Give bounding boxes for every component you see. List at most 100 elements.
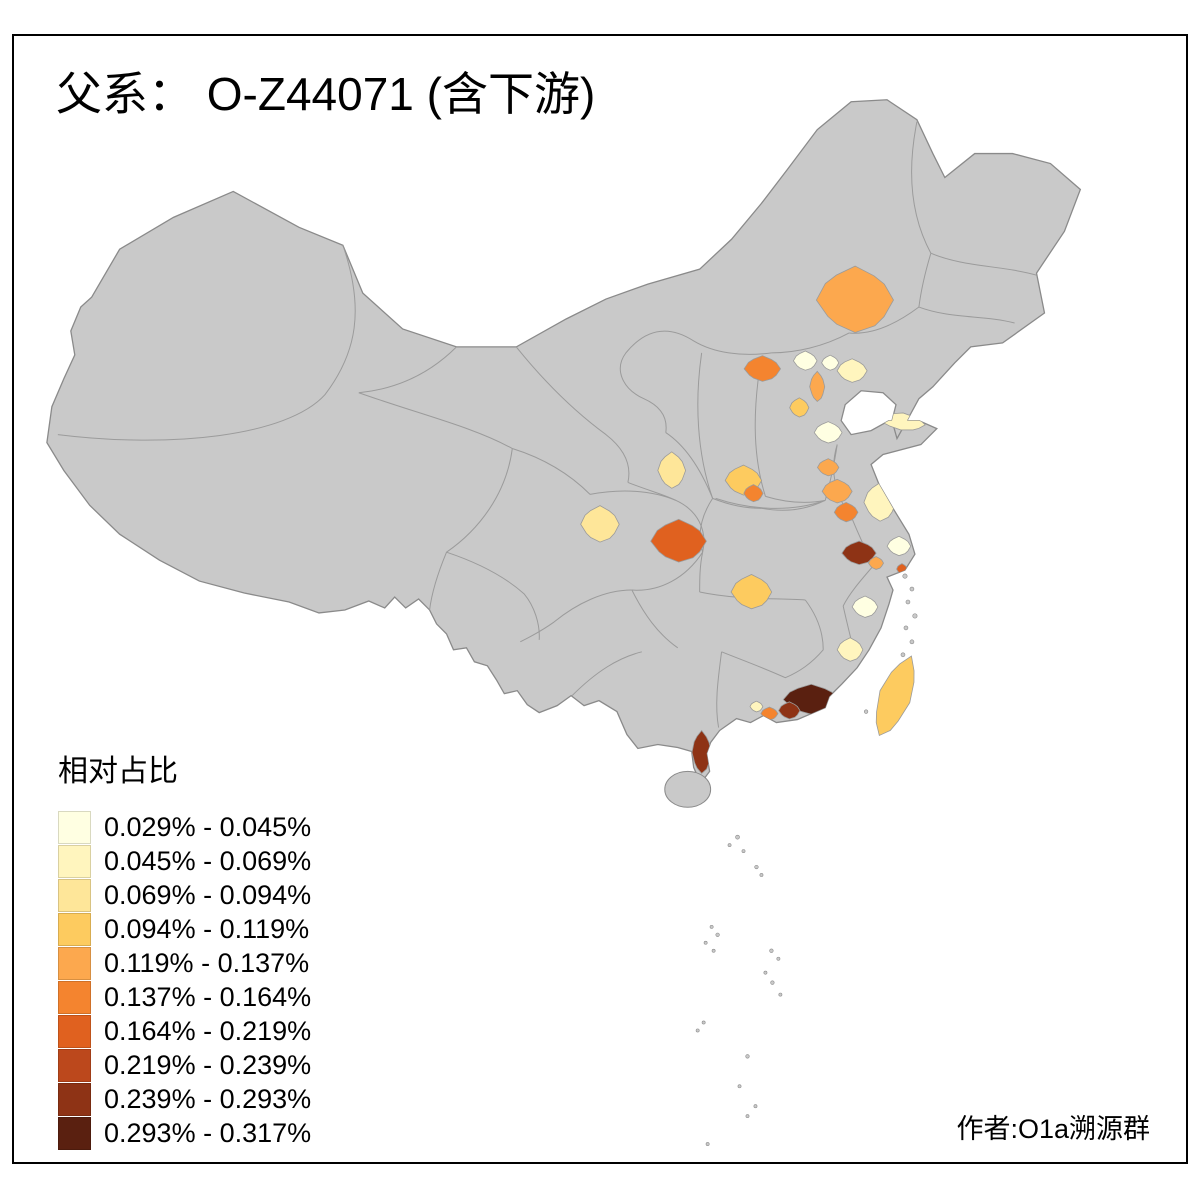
province-border xyxy=(358,392,513,449)
legend-item: 0.239% - 0.293% xyxy=(58,1082,311,1116)
map-region-r13 xyxy=(816,458,840,477)
legend-swatch xyxy=(58,810,91,844)
legend-range-label: 0.094% - 0.119% xyxy=(104,913,310,944)
map-region-r14 xyxy=(821,478,853,504)
province-border xyxy=(57,245,356,441)
province-border xyxy=(761,499,826,511)
islands xyxy=(664,573,918,1146)
legend-swatch xyxy=(58,980,91,1014)
province-border xyxy=(631,551,704,591)
islet xyxy=(695,1028,700,1033)
legend-swatch xyxy=(58,1082,91,1116)
islet xyxy=(745,1054,750,1059)
islet xyxy=(737,1084,742,1089)
legend-title: 相对占比 xyxy=(58,755,178,788)
province-border xyxy=(930,252,1037,276)
legend-swatch xyxy=(58,878,91,912)
province-border xyxy=(849,306,920,334)
legend-range-label: 0.045% - 0.069% xyxy=(104,845,312,876)
hainan-island xyxy=(664,770,712,808)
province-border xyxy=(771,332,850,354)
map-region-r23 xyxy=(730,574,773,610)
islet xyxy=(701,1020,706,1025)
province-border xyxy=(918,253,932,308)
islet xyxy=(715,932,720,937)
islet xyxy=(769,948,774,953)
map-region-r01 xyxy=(815,265,894,333)
map-region-r10 xyxy=(657,451,687,489)
islet xyxy=(909,586,915,592)
province-border xyxy=(515,346,630,483)
legend-range-label: 0.069% - 0.094% xyxy=(104,879,312,910)
page-title: 父系： O-Z44071 (含下游) xyxy=(56,68,596,120)
legend-range-label: 0.164% - 0.219% xyxy=(104,1015,312,1046)
province-border xyxy=(918,306,1015,324)
province-border xyxy=(446,551,540,640)
small-islets xyxy=(695,573,918,1146)
legend-swatch xyxy=(58,912,91,946)
province-border xyxy=(697,352,714,499)
china-choropleth-map xyxy=(46,99,1082,1146)
province-border xyxy=(699,552,704,593)
map-region-r04 xyxy=(821,354,840,371)
map-region-r12 xyxy=(743,484,764,503)
map-region-taiwan xyxy=(875,655,915,737)
islet xyxy=(735,834,740,840)
legend-range-label: 0.119% - 0.137% xyxy=(104,947,310,978)
province-border xyxy=(721,649,824,679)
province-border xyxy=(712,497,762,509)
legend-range-label: 0.137% - 0.164% xyxy=(104,981,312,1012)
map-region-r24 xyxy=(851,595,879,618)
province-border xyxy=(911,121,932,254)
map-region-r26 xyxy=(868,650,882,665)
map-region-r21 xyxy=(580,505,620,543)
legend-item: 0.137% - 0.164% xyxy=(58,980,311,1014)
islet xyxy=(709,924,714,929)
legend-item: 0.094% - 0.119% xyxy=(58,912,311,946)
islet xyxy=(759,873,764,877)
map-region-r25 xyxy=(836,637,864,662)
map-region-r19 xyxy=(868,556,884,570)
islet xyxy=(763,970,768,975)
province-border xyxy=(619,330,772,433)
islet xyxy=(912,613,918,619)
province-border xyxy=(665,432,714,499)
legend-item: 0.164% - 0.219% xyxy=(58,1014,311,1048)
author-credit: 作者:O1a溯源群 xyxy=(956,1114,1150,1144)
legend-range-label: 0.219% - 0.239% xyxy=(104,1049,312,1080)
map-region-r30 xyxy=(749,700,764,713)
legend-items: 0.029% - 0.045% 0.045% - 0.069% 0.069% - 0… xyxy=(58,810,311,1150)
islet xyxy=(863,709,869,714)
islet xyxy=(753,1104,758,1109)
islet xyxy=(754,864,759,870)
map-region-r31 xyxy=(691,729,712,774)
islet xyxy=(745,1114,750,1119)
legend-item: 0.293% - 0.317% xyxy=(58,1116,311,1150)
legend: 相对占比 0.029% - 0.045% 0.045% - 0.069% 0.069… xyxy=(58,746,311,1150)
legend-swatch xyxy=(58,1116,91,1150)
islet xyxy=(902,573,908,579)
province-border xyxy=(358,346,457,394)
islet xyxy=(776,956,781,961)
islet xyxy=(711,948,716,953)
legend-range-label: 0.029% - 0.045% xyxy=(104,811,312,842)
map-region-r17 xyxy=(886,535,912,557)
province-border xyxy=(765,495,826,503)
province-border xyxy=(429,448,513,611)
province-border xyxy=(512,448,591,495)
legend-range-label: 0.293% - 0.317% xyxy=(104,1117,312,1148)
legend-range-label: 0.239% - 0.293% xyxy=(104,1083,312,1114)
map-region-r07 xyxy=(789,397,810,418)
province-border xyxy=(716,651,723,728)
islet xyxy=(705,1142,710,1146)
map-region-r18 xyxy=(841,540,877,566)
map-region-r22 xyxy=(650,518,707,563)
taiwan-region-layer xyxy=(875,655,915,737)
legend-item: 0.029% - 0.045% xyxy=(58,810,311,844)
map-region-r15 xyxy=(833,502,859,523)
islet xyxy=(903,625,909,631)
map-region-r02 xyxy=(743,355,782,382)
legend-swatch xyxy=(58,1014,91,1048)
islet xyxy=(909,639,915,645)
province-border xyxy=(627,481,676,501)
